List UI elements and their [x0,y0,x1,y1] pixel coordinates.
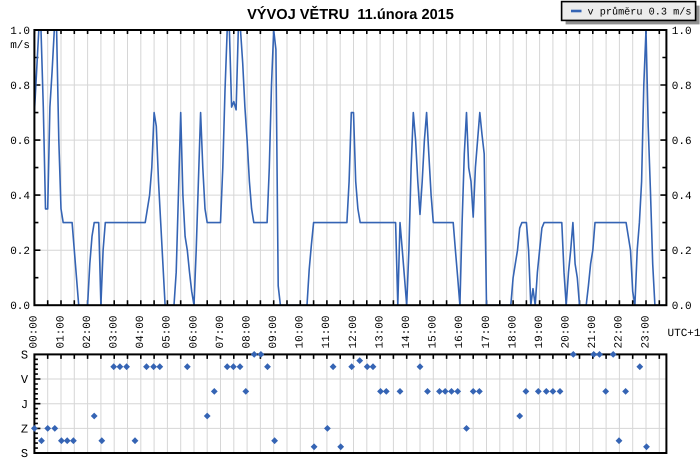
svg-text:14:00: 14:00 [401,315,413,348]
svg-text:08:00: 08:00 [241,315,253,348]
svg-text:05:00: 05:00 [162,315,174,348]
svg-text:09:00: 09:00 [268,315,280,348]
svg-text:18:00: 18:00 [507,315,519,348]
svg-text:0.2: 0.2 [10,246,30,258]
svg-text:1.0: 1.0 [10,26,30,38]
svg-text:1.0: 1.0 [672,26,692,38]
svg-text:22:00: 22:00 [614,315,626,348]
svg-text:13:00: 13:00 [374,315,386,348]
svg-text:17:00: 17:00 [481,315,493,348]
svg-text:01:00: 01:00 [55,315,67,348]
svg-text:0.6: 0.6 [672,136,692,148]
svg-text:0.8: 0.8 [10,81,30,93]
svg-text:0.4: 0.4 [672,191,692,203]
svg-text:v průměru 0.3 m/s: v průměru 0.3 m/s [588,7,692,19]
svg-text:0.0: 0.0 [672,301,692,313]
svg-text:UTC+1: UTC+1 [668,328,700,340]
svg-text:23:00: 23:00 [640,315,652,348]
svg-text:04:00: 04:00 [135,315,147,348]
svg-text:02:00: 02:00 [82,315,94,348]
svg-text:V: V [21,373,29,387]
svg-text:06:00: 06:00 [188,315,200,348]
svg-text:J: J [21,398,28,412]
svg-text:0.2: 0.2 [672,246,692,258]
svg-text:19:00: 19:00 [534,315,546,348]
svg-text:10:00: 10:00 [295,315,307,348]
svg-text:0.8: 0.8 [672,81,692,93]
svg-text:20:00: 20:00 [561,315,573,348]
svg-text:S: S [21,349,28,363]
svg-text:0.6: 0.6 [10,136,30,148]
svg-text:0.4: 0.4 [10,191,30,203]
svg-text:11:00: 11:00 [321,315,333,348]
svg-text:21:00: 21:00 [587,315,599,348]
svg-text:03:00: 03:00 [109,315,121,348]
svg-text:15:00: 15:00 [428,315,440,348]
svg-text:0.0: 0.0 [10,301,30,313]
svg-text:16:00: 16:00 [454,315,466,348]
svg-text:S: S [21,447,28,460]
svg-text:00:00: 00:00 [29,315,41,348]
svg-text:Z: Z [21,423,28,437]
svg-text:07:00: 07:00 [215,315,227,348]
svg-text:12:00: 12:00 [348,315,360,348]
svg-text:m/s: m/s [10,40,30,52]
svg-text:VÝVOJ VĚTRU 11.února 2015: VÝVOJ VĚTRU 11.února 2015 [247,5,454,23]
